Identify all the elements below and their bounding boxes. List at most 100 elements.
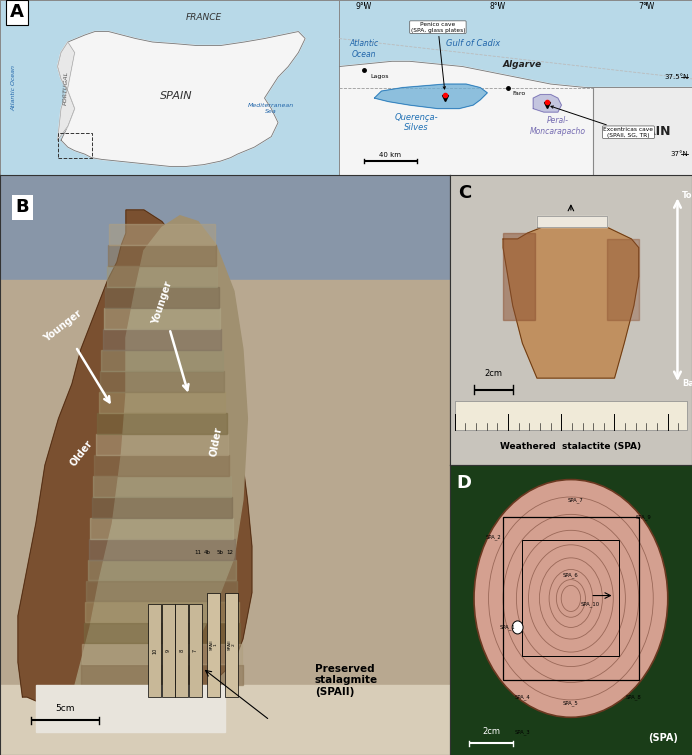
Polygon shape [57,42,75,140]
Text: 8°W: 8°W [490,2,506,11]
Polygon shape [537,216,608,227]
Polygon shape [101,350,223,371]
Bar [162,604,174,697]
Text: 11: 11 [194,550,201,555]
Text: Top: Top [682,191,692,200]
Text: SPA_10: SPA_10 [581,602,600,607]
Text: 2cm: 2cm [482,727,500,736]
Polygon shape [107,267,217,287]
Text: SPA_3: SPA_3 [515,729,530,735]
Text: 5cm: 5cm [55,704,75,713]
Text: Atlantic
Ocean: Atlantic Ocean [349,39,379,59]
Polygon shape [88,560,236,581]
Polygon shape [98,393,226,413]
Bar [225,593,238,697]
Text: D: D [457,474,472,492]
Text: Mediterranean
Sea: Mediterranean Sea [248,103,294,114]
Text: (SPA): (SPA) [648,733,678,744]
Polygon shape [0,686,450,755]
Text: Weathered  stalactite (SPA): Weathered stalactite (SPA) [500,442,641,451]
Polygon shape [339,61,692,175]
Text: 7°W: 7°W [638,2,654,11]
Text: 9: 9 [165,649,171,652]
Text: 40 km: 40 km [379,152,401,158]
Polygon shape [36,686,225,732]
Text: Faro: Faro [512,91,525,96]
Text: 37°N: 37°N [671,151,689,157]
Polygon shape [72,216,248,697]
Text: B: B [16,199,29,217]
Polygon shape [105,288,219,308]
Text: SPA_9: SPA_9 [636,514,651,520]
Text: Younger: Younger [150,279,188,390]
Polygon shape [82,644,242,664]
Text: SPAIN: SPAIN [629,125,671,138]
Polygon shape [533,94,561,112]
Polygon shape [91,518,233,538]
Text: 10: 10 [152,648,157,654]
Bar [148,604,161,697]
Bar [57,133,91,158]
Text: Preserved
stalagmite
(SPAII): Preserved stalagmite (SPAII) [315,664,378,697]
Text: 7: 7 [192,649,198,652]
Text: 9°W: 9°W [356,2,372,11]
Text: SPA_4: SPA_4 [515,694,530,700]
Text: FRANCE: FRANCE [185,13,221,22]
Text: Excentricas cave
(SPAII, SG, TR): Excentricas cave (SPAII, SG, TR) [551,106,653,137]
Bar [455,402,687,430]
Text: Older: Older [208,426,224,458]
Text: 5b: 5b [217,550,224,555]
Bar [503,517,639,680]
Polygon shape [95,434,228,455]
Polygon shape [108,245,216,266]
Text: SPA_1: SPA_1 [500,624,516,630]
Text: Peral-
Moncarapacho: Peral- Moncarapacho [530,116,586,136]
Polygon shape [109,224,215,245]
Bar [189,604,201,697]
Polygon shape [94,455,229,476]
Polygon shape [18,210,252,709]
Ellipse shape [474,479,668,717]
Text: Base: Base [682,380,692,388]
Text: SPA_5: SPA_5 [563,700,579,706]
Polygon shape [85,602,239,622]
Polygon shape [503,233,535,320]
Text: PORTUGAL: PORTUGAL [63,70,69,105]
Text: SPAII
2: SPAII 2 [228,639,236,650]
Text: Older: Older [68,439,94,469]
Text: 2cm: 2cm [484,369,502,378]
Text: Penico cave
(SPA, glass plates): Penico cave (SPA, glass plates) [410,22,465,89]
Text: SPA_6: SPA_6 [563,572,579,578]
Polygon shape [104,308,220,328]
Text: Gulf of Cadix: Gulf of Cadix [446,39,500,48]
Polygon shape [0,175,450,279]
Text: C: C [457,184,471,202]
Text: Atlantic Ocean: Atlantic Ocean [11,65,16,110]
Text: SPA_7: SPA_7 [568,497,583,503]
Polygon shape [608,239,639,320]
Polygon shape [84,623,240,643]
Polygon shape [81,665,243,686]
Text: SPA_8: SPA_8 [626,694,641,700]
Polygon shape [92,498,232,517]
Text: 12: 12 [226,550,233,555]
Polygon shape [93,476,230,497]
Text: Algarve: Algarve [503,60,543,69]
Text: Querença-
Silves: Querença- Silves [395,113,439,132]
Bar [522,541,619,656]
Polygon shape [102,329,221,350]
Text: SPA_2: SPA_2 [486,535,501,541]
Text: 8: 8 [179,649,184,652]
Bar [207,593,220,697]
Polygon shape [374,84,487,109]
Text: SPAII
1: SPAII 1 [210,639,218,650]
Bar [176,604,188,697]
Polygon shape [503,224,639,378]
Polygon shape [86,581,237,602]
Text: 4b: 4b [203,550,210,555]
Text: A: A [10,3,24,21]
Text: SPAIN: SPAIN [160,91,192,101]
Polygon shape [89,539,235,559]
Polygon shape [100,371,224,392]
Text: Lagos: Lagos [371,73,390,79]
